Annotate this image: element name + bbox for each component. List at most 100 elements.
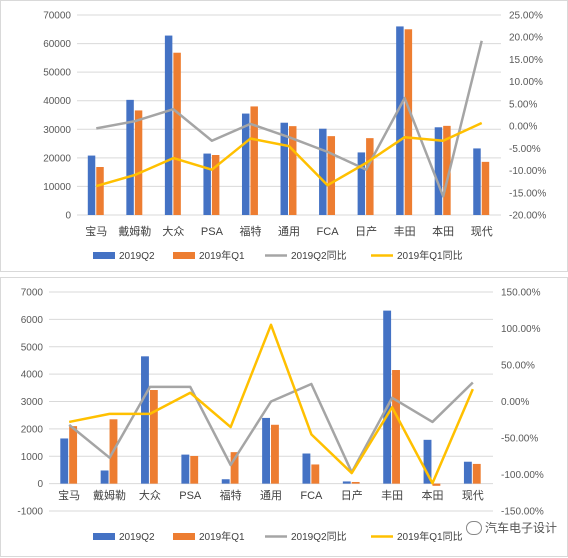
y-tick-label: 7000	[21, 288, 44, 299]
bar-q2	[262, 417, 270, 484]
category-label: 福特	[239, 224, 261, 238]
chart-panel-top: 0 10000 20000 30000 40000 50000 60000 70000 -20.…	[0, 0, 568, 272]
bar-q1	[271, 424, 279, 484]
y2-tick-label: -20.00%	[509, 211, 546, 222]
y-tick-label: 60000	[43, 39, 71, 50]
bar-q1	[69, 426, 78, 484]
bar-q1	[134, 110, 143, 215]
category-label: 福特	[220, 488, 242, 502]
bar-q1	[311, 464, 320, 484]
bar-q1	[472, 463, 481, 484]
bar-q1	[96, 167, 104, 215]
bar-q1	[481, 161, 490, 215]
y-tick-label: 3000	[21, 397, 44, 408]
y-tick-label: 0	[65, 211, 71, 222]
chart-bottom-svg: -1000 0 1000 2000 3000 4000 5000 6000 7000 -150.0…	[17, 288, 544, 544]
category-label: 戴姆勒	[93, 488, 126, 502]
y2-tick-label: 150.00%	[501, 288, 541, 299]
chart-panel-bottom: -1000 0 1000 2000 3000 4000 5000 6000 7000 -150.0…	[0, 277, 568, 557]
legend-label: 2019年Q1同比	[397, 530, 463, 543]
category-label: PSA	[179, 490, 202, 502]
y-tick-label: 40000	[43, 96, 71, 107]
y2-tick-label: 15.00%	[509, 55, 543, 66]
bar-q2	[280, 122, 288, 215]
category-label: 宝马	[85, 224, 107, 238]
category-label: PSA	[201, 226, 224, 238]
bar-q1	[432, 483, 441, 486]
line-q2-ratio	[68, 381, 474, 474]
category-label: FCA	[300, 490, 323, 502]
watermark-text: 汽车电子设计	[484, 521, 557, 535]
y-tick-label: 1000	[21, 452, 44, 463]
bar-q2	[383, 310, 392, 484]
legend-swatch	[93, 252, 115, 259]
y2-tick-label: 20.00%	[509, 33, 543, 44]
y-tick-label: 50000	[43, 68, 71, 79]
bar-q1	[230, 452, 239, 484]
category-label: 丰田	[381, 489, 403, 502]
y2-tick-label: 100.00%	[501, 324, 541, 335]
bar-q1	[289, 126, 297, 215]
bar-q1	[404, 29, 413, 215]
bar-q2	[60, 438, 69, 484]
category-label: 戴姆勒	[118, 224, 151, 238]
legend-label: 2019Q2同比	[291, 250, 347, 262]
bar-q2	[423, 439, 432, 484]
chart-top-svg: 0 10000 20000 30000 40000 50000 60000 70000 -20.…	[43, 11, 546, 263]
bar-q2	[141, 356, 149, 484]
bar-q2	[87, 155, 96, 215]
y2-tick-label: -5.00%	[509, 144, 541, 155]
y-tick-label: 20000	[43, 153, 71, 164]
bar-q2	[342, 481, 351, 484]
bar-q2	[100, 470, 109, 484]
y2-tick-label: 50.00%	[501, 361, 535, 372]
category-label: 日产	[341, 488, 363, 502]
line-q1-ratio	[95, 121, 483, 188]
bar-q1	[366, 138, 374, 215]
category-label: 通用	[278, 225, 300, 238]
y-tick-label: 2000	[21, 424, 44, 435]
legend-label: 2019年Q1	[199, 530, 245, 543]
y-tick-label: 0	[37, 479, 43, 490]
bar-q2	[463, 461, 472, 484]
legend-swatch	[173, 533, 195, 540]
bar-q2	[164, 35, 173, 216]
legend-label: 2019年Q1	[199, 249, 245, 262]
y2-tick-label: -100.00%	[501, 470, 544, 481]
y-tick-label: 4000	[21, 370, 44, 381]
y-tick-label: 10000	[43, 182, 71, 193]
y2-tick-label: 5.00%	[509, 99, 537, 110]
y-tick-label: 6000	[21, 315, 44, 326]
category-label: 大众	[162, 224, 184, 238]
y-tick-label: 5000	[21, 342, 44, 353]
category-label: 日产	[355, 224, 377, 238]
category-label: 本田	[432, 224, 454, 238]
y-tick-label: 70000	[43, 11, 71, 22]
bar-q2	[181, 454, 190, 484]
y2-tick-label: -15.00%	[509, 188, 546, 199]
bar-q2	[434, 127, 443, 215]
bar-q1	[351, 481, 360, 484]
legend-label: 2019Q2	[119, 532, 155, 543]
category-label: FCA	[317, 226, 340, 238]
bar-q2	[473, 148, 481, 215]
bar-q2	[302, 453, 311, 484]
category-label: 本田	[421, 488, 443, 502]
bar-q2	[221, 479, 230, 484]
y2-tick-label: 0.00%	[501, 397, 529, 408]
y2-tick-label: 0.00%	[509, 122, 537, 133]
y2-tick-label: -50.00%	[501, 434, 538, 445]
legend-label: 2019年Q1同比	[397, 249, 463, 262]
legend-swatch	[93, 533, 115, 540]
bar-q2	[203, 153, 211, 215]
legend-swatch	[173, 252, 195, 259]
category-label: 现代	[462, 489, 484, 502]
y-tick-label: -1000	[17, 507, 43, 518]
y2-tick-label: 25.00%	[509, 11, 543, 22]
line-q1-ratio	[68, 323, 474, 485]
category-label: 通用	[260, 489, 282, 502]
bar-q1	[443, 125, 451, 215]
bar-q1	[211, 155, 220, 215]
bar-q1	[327, 136, 336, 215]
bar-q2	[319, 128, 327, 215]
